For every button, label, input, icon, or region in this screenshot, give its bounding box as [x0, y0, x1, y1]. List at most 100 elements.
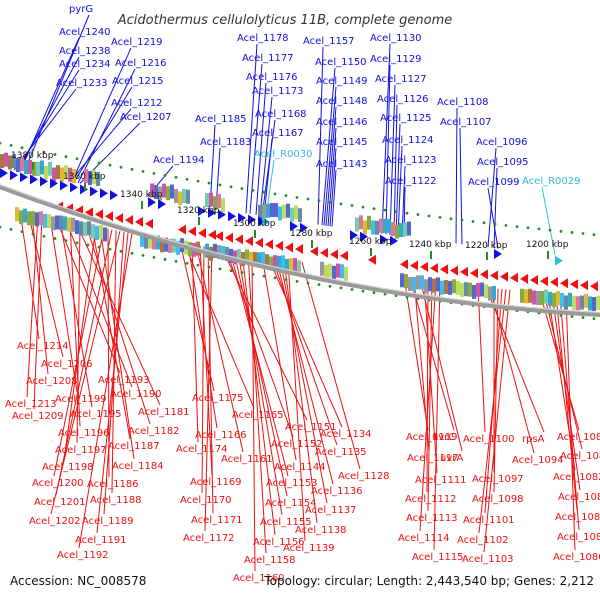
tick-dot [86, 159, 90, 163]
gene-leader-line [539, 292, 580, 431]
gene-leader-line [419, 278, 463, 452]
gene-leader-line [55, 218, 121, 374]
tick-dot [427, 214, 431, 218]
reverse-gene-arrow [440, 264, 448, 275]
gene-label-acel-1113: Acel_1113 [406, 513, 458, 524]
gene-leader-line [19, 211, 40, 340]
gene-leader-line [85, 224, 151, 425]
feature-block [91, 224, 95, 239]
tick-dot [53, 237, 57, 240]
gene-label-acel-1187: Acel_1187 [108, 441, 160, 452]
gene-leader-line [323, 86, 337, 226]
feature-block [320, 261, 324, 276]
feature-block [592, 296, 596, 311]
gene-leader-line [263, 138, 273, 217]
gene-leader-line [207, 246, 214, 514]
gene-label-acel-1136: Acel_1136 [311, 486, 363, 497]
gene-leader-line [69, 221, 81, 427]
forward-gene-arrow [350, 230, 358, 241]
feature-block [15, 207, 19, 222]
gene-leader-line [251, 254, 256, 572]
rna-leader-line [541, 186, 556, 255]
feature-block [47, 214, 51, 229]
tick-dot [372, 291, 376, 295]
tick-dot [229, 185, 233, 189]
gene-leader-line [493, 288, 499, 493]
tick-dot [218, 183, 222, 187]
feature-block [536, 291, 540, 306]
gene-label-acel-1182: Acel_1182 [128, 426, 180, 437]
feature-block [245, 249, 249, 264]
feature-block [140, 232, 144, 247]
feature-block [249, 251, 253, 266]
gene-label-acel-1238: Acel_1238 [59, 46, 111, 57]
feature-block [55, 215, 59, 230]
feature-block [464, 282, 468, 297]
gene-leader-line [279, 258, 328, 504]
tick-dot [339, 202, 343, 206]
tick-dot [317, 199, 321, 203]
gene-label-acel-1197: Acel_1197 [55, 445, 107, 456]
feature-block [432, 278, 436, 293]
tick-dot [449, 217, 453, 221]
gene-label-uvra: uvrA [440, 453, 463, 464]
feature-block [253, 251, 257, 266]
reverse-gene-arrow [95, 209, 103, 220]
gene-label-acel-1181: Acel_1181 [138, 407, 190, 418]
tick-dot [306, 197, 310, 201]
feature-block [440, 280, 444, 295]
gene-label-acel-1119: Acel_1119 [406, 432, 458, 443]
feature-block [83, 222, 87, 237]
gene-leader-line [275, 257, 334, 485]
feature-block [87, 221, 91, 236]
forward-gene-arrow [50, 178, 58, 189]
feature-block [273, 255, 277, 270]
feature-block [407, 221, 411, 236]
feature-block [278, 206, 282, 221]
gene-label-acel-1158: Acel_1158 [244, 555, 296, 566]
feature-block [39, 211, 43, 226]
feature-block [56, 165, 60, 180]
gene-leader-line [229, 250, 289, 477]
gene-leader-line [233, 251, 288, 497]
tick-dot [163, 257, 167, 261]
gene-leader-line [50, 230, 121, 515]
gene-leader-line [33, 215, 43, 410]
accession-text: Accession: NC_008578 [10, 574, 146, 588]
reverse-gene-arrow [460, 266, 468, 277]
feature-block [355, 217, 359, 232]
gene-label-acel-1168: Acel_1168 [255, 109, 307, 120]
gene-label-acel-1196: Acel_1196 [58, 428, 110, 439]
feature-block [420, 275, 424, 290]
feature-block [36, 161, 40, 176]
feature-block [213, 196, 217, 211]
gene-label-acel-1207: Acel_1207 [120, 112, 172, 123]
feature-block [408, 276, 412, 291]
tick-dot [570, 231, 574, 234]
tick-dot [339, 286, 343, 290]
gene-leader-line [247, 253, 267, 554]
tick-dot [592, 233, 596, 237]
feature-block [424, 279, 428, 294]
gene-label-acel-1100: Acel_1100 [463, 434, 515, 445]
gene-label-pyrg: pyrG [69, 4, 93, 15]
forward-gene-arrow [40, 176, 48, 187]
gene-leader-line [77, 68, 136, 184]
gene-leader-line [78, 233, 133, 549]
reverse-gene-arrow [570, 279, 578, 290]
feature-block [270, 203, 274, 218]
tick-dot [0, 225, 2, 229]
kbp-tick-label: 1260 kbp [349, 237, 392, 247]
reverse-gene-arrow [490, 270, 498, 281]
tick-dot [262, 274, 266, 278]
tick-dot [42, 234, 46, 238]
feature-block [44, 165, 48, 180]
tick-dot [251, 272, 255, 276]
gene-label-acel-1149: Acel_1149 [316, 76, 368, 87]
forward-gene-arrow [60, 180, 68, 191]
feature-block [375, 220, 379, 235]
gene-label-acel-1108: Acel_1108 [437, 97, 489, 108]
tick-dot [383, 208, 387, 212]
feature-block [60, 167, 64, 182]
forward-gene-leaders [13, 14, 556, 255]
